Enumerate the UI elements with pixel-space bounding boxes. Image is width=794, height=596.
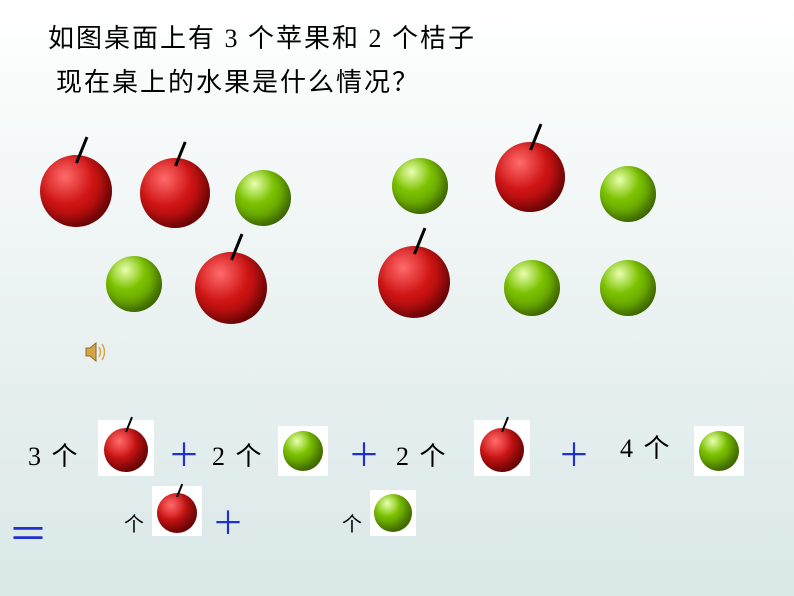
fruit-bg [474,420,530,476]
term-count-2: 2 个 [212,436,264,473]
fruit-bg [694,426,744,476]
apple-icon [378,246,450,318]
orange-icon [106,256,162,312]
question-line-1: 如图桌面上有 3 个苹果和 2 个桔子 [48,18,476,55]
orange-icon [699,431,739,471]
fruit-bg [152,486,202,536]
sound-icon[interactable] [82,338,110,366]
orange-icon [600,260,656,316]
result-apple-label: 个 [124,508,146,537]
apple-icon [40,155,112,227]
equation-row: 3 个 ＋ 2 个 ＋ 2 个 ＋ 4 个 [28,420,788,480]
result-orange-label: 个 [342,508,364,537]
equals-sign: ＝ [8,502,48,560]
term-count-4: 4 个 [620,428,672,465]
apple-icon [104,428,148,472]
plus-sign: ＋ [212,498,244,544]
term-count-3: 2 个 [396,436,448,473]
fruit-bg [370,490,416,536]
orange-icon [392,158,448,214]
fruit-bg [98,420,154,476]
orange-icon [600,166,656,222]
orange-icon [374,494,412,532]
apple-icon [195,252,267,324]
apple-icon [140,158,210,228]
plus-sign: ＋ [168,430,200,476]
term-count-1: 3 个 [28,436,80,473]
apple-icon [495,142,565,212]
plus-sign: ＋ [558,430,590,476]
fruit-bg [278,426,328,476]
orange-icon [283,431,323,471]
plus-sign: ＋ [348,430,380,476]
result-row: ＝ 个 ＋ 个 [8,496,768,556]
question-line-2: 现在桌上的水果是什么情况？ [56,62,420,99]
apple-icon [480,428,524,472]
orange-icon [235,170,291,226]
orange-icon [504,260,560,316]
apple-icon [157,493,197,533]
